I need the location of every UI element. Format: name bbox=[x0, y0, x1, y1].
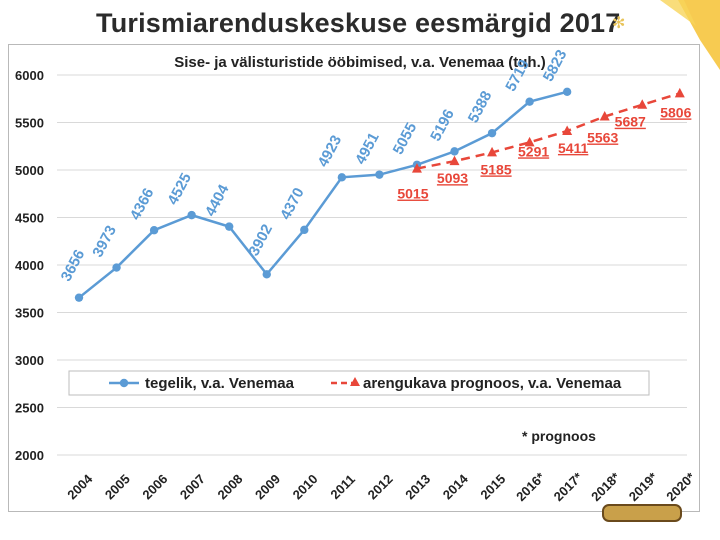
data-label: 3902 bbox=[245, 221, 276, 258]
x-tick-label: 2019* bbox=[626, 469, 661, 504]
data-point bbox=[300, 225, 309, 235]
y-tick-label: 3500 bbox=[15, 306, 44, 321]
x-tick-label: 2017* bbox=[551, 469, 586, 504]
y-tick-label: 5500 bbox=[15, 116, 44, 131]
data-label: 4525 bbox=[164, 170, 195, 207]
data-label: 5388 bbox=[465, 88, 496, 125]
data-point bbox=[449, 155, 460, 166]
data-label: 4951 bbox=[352, 130, 383, 167]
data-label: 5806 bbox=[660, 104, 691, 120]
x-tick-label: 2005 bbox=[102, 471, 133, 502]
data-point bbox=[411, 163, 422, 173]
data-point bbox=[450, 147, 459, 156]
data-label: 3656 bbox=[58, 247, 89, 284]
data-point bbox=[487, 146, 498, 157]
x-tick-label: 2013 bbox=[402, 471, 433, 502]
data-point bbox=[337, 173, 347, 182]
data-point bbox=[674, 87, 685, 98]
data-label: 5823 bbox=[540, 47, 571, 84]
data-label: 5185 bbox=[480, 161, 511, 177]
slide-title: Turismiarenduskeskuse eesmärgid 2017 bbox=[96, 8, 621, 38]
y-tick-label: 2500 bbox=[15, 401, 44, 416]
chart-title: Sise- ja välisturistide ööbimised, v.a. … bbox=[174, 54, 546, 71]
data-point bbox=[562, 87, 572, 97]
data-point bbox=[112, 263, 121, 272]
y-tick-label: 2000 bbox=[15, 448, 44, 463]
series-line-forecast bbox=[416, 92, 681, 170]
data-point bbox=[562, 125, 573, 135]
data-label: 5093 bbox=[437, 170, 468, 186]
legend-label-actual: tegelik, v.a. Venemaa bbox=[145, 375, 295, 392]
y-tick-label: 3000 bbox=[15, 353, 44, 368]
x-tick-label: 2008 bbox=[214, 471, 245, 502]
series-line-actual bbox=[78, 90, 568, 299]
x-tick-label: 2016* bbox=[513, 469, 548, 504]
data-label: 5055 bbox=[390, 120, 421, 157]
data-point bbox=[525, 97, 534, 106]
y-tick-label: 4500 bbox=[15, 211, 44, 226]
y-tick-label: 6000 bbox=[15, 68, 44, 83]
line-chart: Sise- ja välisturistide ööbimised, v.a. … bbox=[15, 47, 699, 504]
data-label: 4923 bbox=[315, 132, 346, 169]
x-tick-label: 2020* bbox=[663, 469, 698, 504]
data-point bbox=[187, 210, 196, 220]
legend-box bbox=[68, 370, 650, 396]
data-point bbox=[487, 128, 497, 138]
data-label: 5411 bbox=[558, 140, 589, 156]
data-point bbox=[637, 99, 648, 109]
x-tick-label: 2004 bbox=[64, 471, 96, 503]
footnote: * prognoos bbox=[522, 428, 596, 444]
x-tick-label: 2006 bbox=[139, 471, 170, 502]
data-point bbox=[225, 222, 234, 231]
svg-text:✻: ✻ bbox=[612, 15, 625, 32]
data-point bbox=[74, 293, 84, 302]
data-label: 5196 bbox=[427, 107, 458, 144]
data-label: 5015 bbox=[397, 186, 428, 202]
x-tick-label: 2018* bbox=[588, 469, 623, 504]
x-tick-label: 2007 bbox=[177, 471, 208, 502]
data-point bbox=[375, 170, 384, 179]
data-point bbox=[262, 270, 271, 279]
data-label: 5687 bbox=[615, 114, 646, 130]
data-point bbox=[524, 136, 535, 147]
data-label: 5563 bbox=[587, 130, 618, 146]
y-tick-label: 5000 bbox=[15, 163, 44, 178]
x-tick-label: 2009 bbox=[252, 471, 283, 502]
x-tick-label: 2012 bbox=[365, 471, 396, 502]
data-label: 4404 bbox=[202, 181, 233, 219]
x-tick-label: 2011 bbox=[327, 472, 358, 503]
data-label: 5291 bbox=[518, 143, 549, 159]
x-tick-label: 2014 bbox=[440, 471, 472, 503]
x-tick-label: 2010 bbox=[290, 471, 321, 502]
data-point bbox=[149, 226, 159, 235]
data-label: 3973 bbox=[89, 223, 120, 260]
data-point bbox=[599, 111, 610, 121]
y-tick-label: 4000 bbox=[15, 258, 44, 273]
legend-marker-forecast bbox=[350, 377, 360, 386]
data-label: 4370 bbox=[277, 185, 308, 222]
legend-marker-actual bbox=[119, 378, 129, 388]
logo bbox=[602, 504, 682, 522]
chart-panel: Sise- ja välisturistide ööbimised, v.a. … bbox=[8, 44, 700, 512]
legend-label-forecast: arengukava prognoos, v.a. Venemaa bbox=[363, 375, 622, 392]
x-tick-label: 2015 bbox=[477, 471, 508, 502]
